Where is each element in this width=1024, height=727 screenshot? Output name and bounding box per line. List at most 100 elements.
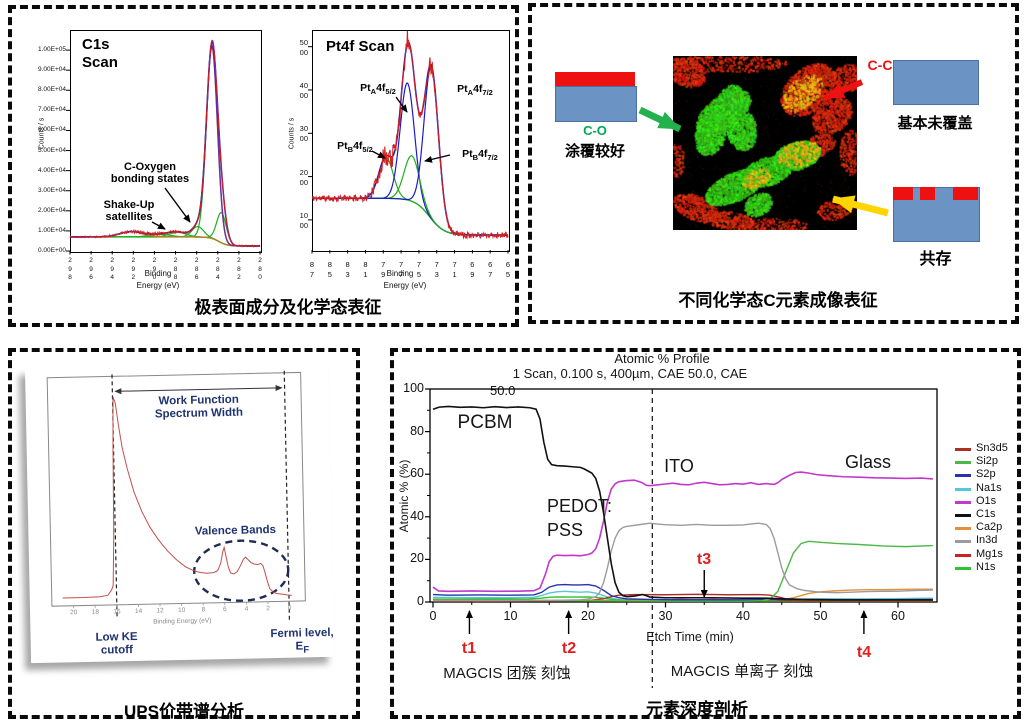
legend-item-Mg1s: Mg1s xyxy=(955,547,1019,562)
pt4f-x-axis-title-line2: Energy (eV) xyxy=(383,281,427,290)
ups-spectrum-chart xyxy=(46,370,306,621)
depth-xtick-50: 50 xyxy=(813,609,828,623)
depth-caption: 元素深度剖析 xyxy=(646,700,748,719)
c1s-title: C1s Scan xyxy=(82,36,118,72)
c1s-spectrum-chart xyxy=(66,39,261,255)
legend-item-Si2p: Si2p xyxy=(955,455,1019,469)
c1s-ytick-1.00E+05: 1.00E+05 xyxy=(37,46,66,54)
c1s-annotation-shakeup-line2: satellites xyxy=(105,211,153,223)
depth-xtick-40: 40 xyxy=(736,609,750,623)
depth-ytick-100: 100 xyxy=(403,381,424,395)
ups-xtick-6: 6 xyxy=(223,606,227,614)
ups-xtick-0: 0 xyxy=(287,604,292,612)
c1s-xtick-280: 2 8 0 xyxy=(258,257,262,281)
legend-swatch-Sn3d5 xyxy=(955,448,971,451)
pt4f-title: Pt4f Scan xyxy=(326,38,395,55)
legend-label-C1s: C1s xyxy=(976,508,996,520)
c1s-title-line2: Scan xyxy=(82,54,118,71)
pt4f-xtick-65: 6 5 xyxy=(505,260,511,279)
depth-xtick-60: 60 xyxy=(891,609,905,623)
c1s-xtick-296: 2 9 6 xyxy=(89,257,93,281)
depth-region-glass: Glass xyxy=(844,452,891,472)
pt4f-ytick-4000: 40 00 xyxy=(299,80,308,100)
schematic-coexist-red-1 xyxy=(893,187,913,200)
legend-label-In3d: In3d xyxy=(976,534,998,547)
legend-item-In3d: In3d xyxy=(955,534,1019,548)
c1s-xtick-286: 2 8 6 xyxy=(194,257,199,281)
depth-t3-label: t3 xyxy=(696,551,712,568)
depth-t1-label: t1 xyxy=(461,640,477,657)
c1s-annotation-shakeup: Shake-Up satellites xyxy=(74,199,184,223)
schematic-covered-red-layer xyxy=(555,72,635,86)
panel-chemical-imaging: C-O 涂覆较好 C-C 基本未覆盖 共存 不同化学态C元素成像表征 xyxy=(528,3,1019,324)
legend-swatch-C1s xyxy=(955,514,971,517)
c1s-title-line1: C1s xyxy=(82,36,110,53)
ups-valence-bands-label: Valence Bands xyxy=(194,523,277,538)
schematic-coexist-red-3 xyxy=(953,187,978,200)
c1s-xtick-292: 2 9 2 xyxy=(131,257,136,281)
pt4f-xtick-69: 6 9 xyxy=(470,260,475,279)
pt4f-label-pta4f52: PtA4f5/2 xyxy=(360,82,396,97)
ups-fermi-line2: EF xyxy=(295,640,310,656)
legend-label-Mg1s: Mg1s xyxy=(976,547,1003,560)
pt4f-xtick-77: 7 7 xyxy=(398,260,404,279)
pt4f-ytick-1000: 10 00 xyxy=(299,210,308,230)
c1s-ytick-4.00E+04: 4.00E+04 xyxy=(37,166,66,174)
c1s-annotation-c-oxygen-line1: C-Oxygen xyxy=(124,161,176,173)
depth-ytick-40: 40 xyxy=(410,508,424,523)
pt4f-xtick-67: 6 7 xyxy=(488,260,493,279)
panel-xps-spectra: C1s Scan Counts / s Binding Energy (eV) … xyxy=(8,5,519,327)
depth-ytick-20: 20 xyxy=(410,551,424,566)
pt4f-xtick-73: 7 3 xyxy=(434,260,439,279)
depth-etch-mode-right: MAGCIS 单离子 刻蚀 xyxy=(670,663,814,680)
label-coexist: 共存 xyxy=(919,251,952,268)
pt4f-ytick-5000: 50 00 xyxy=(299,37,308,57)
depth-region-ito: ITO xyxy=(664,456,694,476)
pt4f-xtick-81: 8 1 xyxy=(363,260,368,279)
ups-xtick-12: 12 xyxy=(156,607,164,615)
xps-annotation-arrows xyxy=(151,96,451,230)
c1s-xtick-288: 2 8 8 xyxy=(173,257,178,281)
c1s-ytick-5.00E+04: 5.00E+04 xyxy=(37,146,66,154)
depth-ytick-60: 60 xyxy=(410,466,424,481)
legend-swatch-Si2p xyxy=(955,461,971,465)
c1s-ytick-2.00E+04: 2.00E+04 xyxy=(37,206,66,214)
c1s-xtick-298: 2 9 8 xyxy=(68,257,72,281)
label-uncovered: 基本未覆盖 xyxy=(897,115,973,132)
depth-ytick-0: 0 xyxy=(417,594,424,608)
c1s-ytick-8.00E+04: 8.00E+04 xyxy=(37,86,66,94)
pt4f-plot-box xyxy=(312,30,510,252)
ups-xtick-20: 20 xyxy=(70,609,78,617)
c1s-ytick-6.00E+04: 6.00E+04 xyxy=(37,126,66,134)
legend-swatch-In3d xyxy=(955,540,971,544)
legend-label-Ca2p: Ca2p xyxy=(976,521,1003,534)
c1s-x-axis-title-line1: Binding xyxy=(144,269,172,278)
ups-xtick-10: 10 xyxy=(178,606,186,615)
pt4f-xtick-71: 7 1 xyxy=(452,260,457,279)
legend-item-S2p: S2p xyxy=(955,468,1019,482)
depth-region-pedot-line1: PEDOT: xyxy=(547,496,613,516)
pt4f-label-ptb4f72: PtB4f7/2 xyxy=(462,148,498,163)
legend-item-C1s: C1s xyxy=(955,508,1019,522)
legend-swatch-O1s xyxy=(955,500,971,504)
legend-item-Ca2p: Ca2p xyxy=(955,521,1019,535)
legend-item-O1s: O1s xyxy=(955,495,1019,509)
ups-work-function-label: Work Function Spectrum Width xyxy=(129,393,270,422)
c1s-annotation-c-oxygen: C-Oxygen bonding states xyxy=(95,161,205,185)
pt4f-ytick-3000: 30 00 xyxy=(299,124,308,144)
ups-caption: UPS价带谱分析 xyxy=(124,702,244,721)
pt4f-ytick-2000: 20 00 xyxy=(299,167,308,187)
label-c-c: C-C xyxy=(867,57,893,73)
depth-t2-label: t2 xyxy=(561,640,577,657)
depth-ytick-80: 80 xyxy=(410,423,424,438)
depth-chart-title: Atomic % Profile xyxy=(614,351,710,366)
schematic-covered-substrate xyxy=(555,86,637,122)
legend-label-N1s: N1s xyxy=(976,560,996,573)
depth-x-axis-title: Etch Time (min) xyxy=(646,630,734,644)
c1s-xtick-282: 2 8 2 xyxy=(237,257,241,281)
c1s-ytick-7.00E+04: 7.00E+04 xyxy=(37,106,66,114)
c1s-ytick-9.00E+04: 9.00E+04 xyxy=(37,66,66,74)
c1s-ytick-3.00E+04: 3.00E+04 xyxy=(37,186,66,194)
legend-label-Sn3d5: Sn3d5 xyxy=(976,442,1008,454)
